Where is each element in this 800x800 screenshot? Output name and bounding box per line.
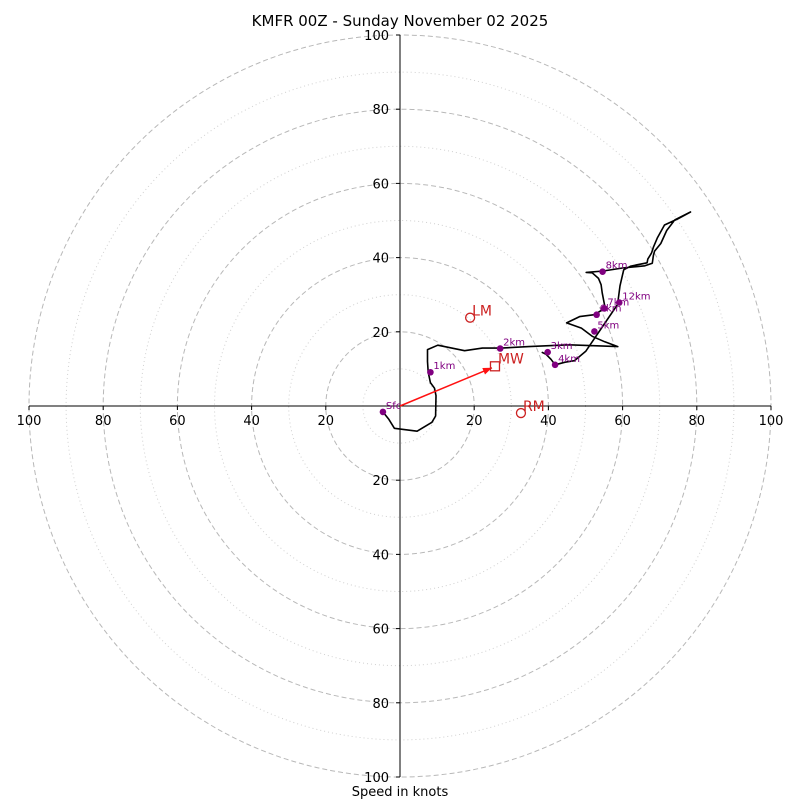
height-point-5km <box>591 328 598 335</box>
left-mover-label: LM <box>472 304 492 320</box>
height-label-3km: 3km <box>551 341 573 352</box>
y-tick-label: 20 <box>372 326 389 341</box>
x-tick-label: 80 <box>689 414 706 429</box>
x-axis-label: Speed in knots <box>352 785 449 800</box>
y-tick-label: 40 <box>372 252 389 267</box>
x-tick-label: 20 <box>318 414 335 429</box>
height-label-1km: 1km <box>433 361 455 372</box>
height-label-12km: 12km <box>622 291 650 302</box>
height-points: Sfc1km2km3km4km5km6km7km8km12km <box>379 261 651 416</box>
height-point-2km <box>496 345 504 352</box>
left-mover-marker <box>464 312 476 323</box>
height-label-5km: 5km <box>597 320 619 331</box>
chart-title: KMFR 00Z - Sunday November 02 2025 <box>252 12 549 30</box>
y-tick-label: 60 <box>372 177 389 192</box>
height-point-sfc <box>379 408 387 416</box>
height-label-sfc: Sfc <box>386 401 401 412</box>
height-point-3km <box>544 348 551 356</box>
x-tick-label: 60 <box>169 414 186 429</box>
shear-vector-group <box>399 367 493 407</box>
height-label-2km: 2km <box>503 337 525 348</box>
height-label-4km: 4km <box>558 354 580 365</box>
y-tick-label: 100 <box>364 771 389 786</box>
mean-wind-marker <box>489 361 501 372</box>
right-mover-marker <box>515 407 527 419</box>
y-tick-label: 80 <box>372 697 389 712</box>
x-tick-label: 60 <box>614 414 631 429</box>
shear-vector <box>399 367 493 407</box>
height-point-8km <box>599 268 606 275</box>
height-point-1km <box>427 368 434 376</box>
hodograph-trace <box>382 211 692 433</box>
height-point-4km <box>551 361 559 369</box>
y-tick-label: 80 <box>372 103 389 118</box>
x-tick-label: 40 <box>540 414 557 429</box>
right-mover-label: RM <box>523 399 545 415</box>
x-tick-label: 80 <box>95 414 112 429</box>
x-tick-label: 20 <box>466 414 483 429</box>
y-tick-label: 40 <box>372 548 389 563</box>
y-tick-label: 100 <box>364 29 389 44</box>
height-point-7km <box>601 305 608 312</box>
x-tick-label: 40 <box>243 414 260 429</box>
mean-wind-label: MW <box>498 351 524 367</box>
height-label-6km: 6km <box>600 304 622 315</box>
x-tick-label: 100 <box>17 414 42 429</box>
hodograph-trace-group <box>382 211 692 433</box>
height-label-8km: 8km <box>606 261 628 272</box>
axis-ticks: 100 80 60 40 20 20 40 60 80 100 100 80 60 40 20 20 40 60 8… <box>17 29 784 786</box>
x-tick-label: 100 <box>759 414 784 429</box>
storm-motion-markers: LM MW RM <box>464 304 545 419</box>
y-tick-label: 60 <box>372 623 389 638</box>
y-tick-label: 20 <box>372 474 389 489</box>
shear-vector-arrowhead <box>482 367 492 375</box>
height-point-6km <box>593 311 600 319</box>
height-point-12km <box>615 299 623 306</box>
